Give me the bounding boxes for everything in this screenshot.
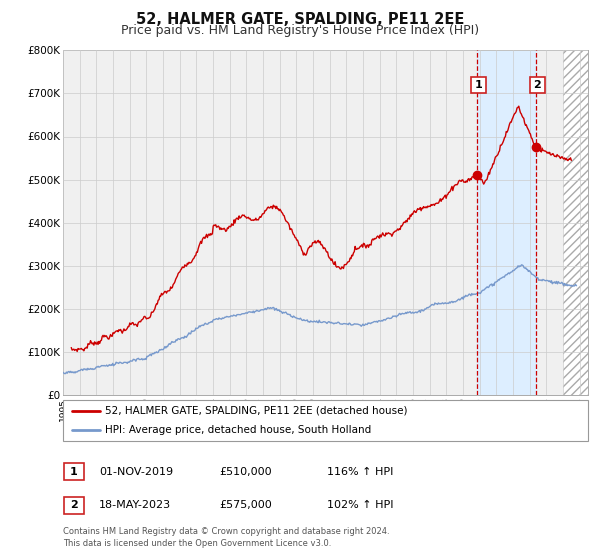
Bar — [477, 50, 536, 395]
Text: 18-MAY-2023: 18-MAY-2023 — [99, 500, 171, 510]
Text: 2: 2 — [70, 500, 77, 510]
Text: 1: 1 — [475, 80, 482, 90]
Text: £510,000: £510,000 — [219, 466, 272, 477]
Text: £575,000: £575,000 — [219, 500, 272, 510]
Text: 2: 2 — [533, 80, 541, 90]
FancyBboxPatch shape — [64, 497, 83, 514]
Bar — [563, 50, 588, 395]
Text: 52, HALMER GATE, SPALDING, PE11 2EE (detached house): 52, HALMER GATE, SPALDING, PE11 2EE (det… — [105, 406, 407, 416]
Text: 116% ↑ HPI: 116% ↑ HPI — [327, 466, 394, 477]
Text: 52, HALMER GATE, SPALDING, PE11 2EE: 52, HALMER GATE, SPALDING, PE11 2EE — [136, 12, 464, 27]
Text: HPI: Average price, detached house, South Holland: HPI: Average price, detached house, Sout… — [105, 425, 371, 435]
Text: Contains HM Land Registry data © Crown copyright and database right 2024.
This d: Contains HM Land Registry data © Crown c… — [63, 527, 389, 548]
Text: 1: 1 — [70, 466, 77, 477]
Text: 01-NOV-2019: 01-NOV-2019 — [99, 466, 173, 477]
FancyBboxPatch shape — [63, 400, 588, 441]
Text: 102% ↑ HPI: 102% ↑ HPI — [327, 500, 394, 510]
Text: Price paid vs. HM Land Registry's House Price Index (HPI): Price paid vs. HM Land Registry's House … — [121, 24, 479, 36]
FancyBboxPatch shape — [64, 463, 83, 480]
